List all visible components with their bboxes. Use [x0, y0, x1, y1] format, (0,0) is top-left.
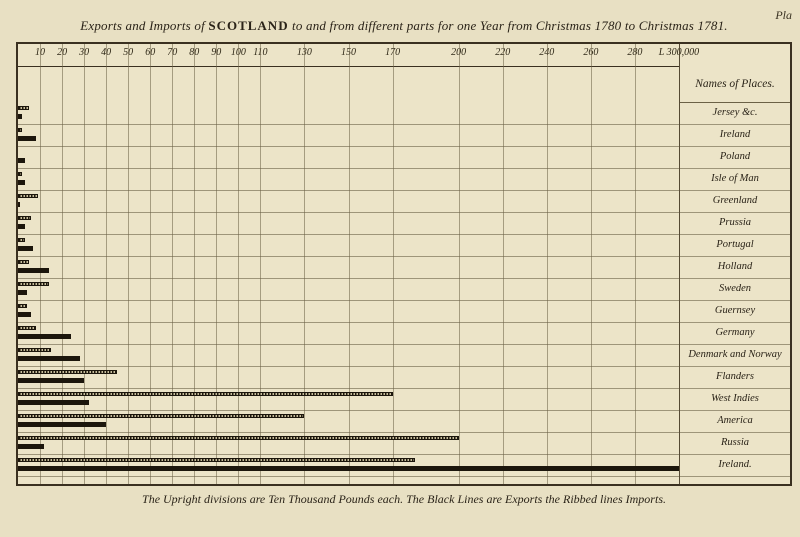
- title-bold: SCOTLAND: [208, 18, 288, 33]
- gridline: [238, 44, 239, 484]
- gridline: [260, 44, 261, 484]
- row-divider: [18, 146, 679, 147]
- place-name: Greenland: [680, 190, 790, 212]
- exports-bar: [18, 268, 49, 273]
- names-header: Names of Places.: [680, 66, 790, 103]
- place-name: Holland: [680, 256, 790, 278]
- place-name: Guernsey: [680, 300, 790, 322]
- plate-label: Pla: [775, 8, 792, 23]
- place-name: Flanders: [680, 366, 790, 388]
- row-divider: [18, 168, 679, 169]
- exports-bar: [18, 444, 44, 449]
- gridline: [84, 44, 85, 484]
- imports-bar: [18, 106, 29, 110]
- row-divider: [18, 388, 679, 389]
- chart-frame: 1020304050607080901001101301501702002202…: [16, 42, 792, 486]
- exports-bar: [18, 312, 31, 317]
- exports-bar: [18, 378, 84, 383]
- row-divider: [18, 212, 679, 213]
- exports-bar: [18, 114, 22, 119]
- row-divider: [18, 124, 679, 125]
- imports-bar: [18, 172, 22, 176]
- row-divider: [18, 476, 679, 477]
- gridline: [591, 44, 592, 484]
- place-name: Isle of Man: [680, 168, 790, 190]
- title-prefix: Exports and Imports of: [80, 18, 208, 33]
- place-name: Ireland: [680, 124, 790, 146]
- exports-bar: [18, 246, 33, 251]
- exports-bar: [18, 356, 80, 361]
- exports-bar: [18, 224, 25, 229]
- place-name: Ireland.: [680, 454, 790, 476]
- imports-bar: [18, 370, 117, 374]
- row-divider: [18, 454, 679, 455]
- row-divider: [18, 366, 679, 367]
- imports-bar: [18, 436, 459, 440]
- exports-bar: [18, 136, 36, 141]
- gridline: [216, 44, 217, 484]
- place-name: America: [680, 410, 790, 432]
- imports-bar: [18, 392, 393, 396]
- gridline: [128, 44, 129, 484]
- exports-bar: [18, 290, 27, 295]
- exports-bar: [18, 334, 71, 339]
- exports-bar: [18, 422, 106, 427]
- imports-bar: [18, 260, 29, 264]
- place-name: Russia: [680, 432, 790, 454]
- imports-bar: [18, 326, 36, 330]
- place-name: Poland: [680, 146, 790, 168]
- place-name: Sweden: [680, 278, 790, 300]
- chart-footer-caption: The Upright divisions are Ten Thousand P…: [16, 492, 792, 507]
- place-name: Prussia: [680, 212, 790, 234]
- gridline: [106, 44, 107, 484]
- row-divider: [18, 322, 679, 323]
- row-divider: [18, 410, 679, 411]
- gridline: [172, 44, 173, 484]
- row-divider: [18, 300, 679, 301]
- row-divider: [18, 278, 679, 279]
- row-divider: [18, 190, 679, 191]
- title-suffix: to and from different parts for one Year…: [289, 18, 728, 33]
- imports-bar: [18, 304, 27, 308]
- exports-bar: [18, 466, 679, 471]
- exports-bar: [18, 202, 20, 207]
- gridline: [547, 44, 548, 484]
- gridline: [40, 44, 41, 484]
- gridline: [459, 44, 460, 484]
- imports-bar: [18, 282, 49, 286]
- gridline: [349, 44, 350, 484]
- place-name: Jersey &c.: [680, 102, 790, 124]
- imports-bar: [18, 194, 38, 198]
- imports-bar: [18, 128, 22, 132]
- exports-bar: [18, 158, 25, 163]
- gridline: [304, 44, 305, 484]
- imports-bar: [18, 458, 415, 462]
- row-divider: [18, 344, 679, 345]
- row-divider: [18, 432, 679, 433]
- place-name: West Indies: [680, 388, 790, 410]
- exports-bar: [18, 180, 25, 185]
- place-name: Denmark and Norway: [680, 344, 790, 366]
- imports-bar: [18, 414, 304, 418]
- names-column: Names of Places. Jersey &c.IrelandPoland…: [680, 44, 790, 484]
- gridline: [194, 44, 195, 484]
- imports-bar: [18, 238, 25, 242]
- gridline: [150, 44, 151, 484]
- gridline: [62, 44, 63, 484]
- place-name: Portugal: [680, 234, 790, 256]
- gridline: [503, 44, 504, 484]
- row-divider: [18, 234, 679, 235]
- gridline: [635, 44, 636, 484]
- chart-title: Exports and Imports of SCOTLAND to and f…: [16, 18, 792, 34]
- plot-area: 1020304050607080901001101301501702002202…: [18, 44, 680, 484]
- exports-bar: [18, 400, 89, 405]
- gridline: [393, 44, 394, 484]
- row-divider: [680, 476, 790, 477]
- imports-bar: [18, 348, 51, 352]
- imports-bar: [18, 216, 31, 220]
- place-name: Germany: [680, 322, 790, 344]
- row-divider: [18, 256, 679, 257]
